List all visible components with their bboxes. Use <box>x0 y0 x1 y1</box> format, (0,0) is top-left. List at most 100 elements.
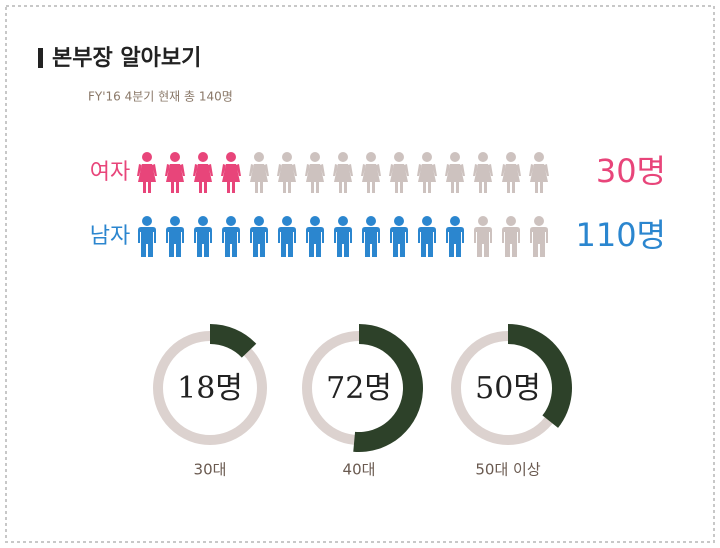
icon-head <box>478 216 488 226</box>
icon-body <box>529 164 549 182</box>
icon-head <box>226 216 236 226</box>
icon-head <box>366 216 376 226</box>
icon-head <box>450 216 460 226</box>
icon-filled <box>221 152 241 193</box>
icon-legs <box>451 182 459 193</box>
icon-legs <box>339 182 347 193</box>
donut-category: 30대 <box>194 461 227 479</box>
icon-filled <box>222 216 240 257</box>
icon-legs <box>171 182 179 193</box>
icon-legs <box>367 182 375 193</box>
icon-head <box>142 152 152 162</box>
icon-empty <box>445 152 465 193</box>
icon-body <box>194 227 212 257</box>
icon-body <box>445 164 465 182</box>
icon-body <box>418 227 436 257</box>
icon-empty <box>501 152 521 193</box>
icon-filled <box>334 216 352 257</box>
icon-body <box>502 227 520 257</box>
icon-body <box>138 227 156 257</box>
icon-head <box>142 216 152 226</box>
icon-body <box>221 164 241 182</box>
icon-legs <box>479 182 487 193</box>
icon-legs <box>311 182 319 193</box>
icon-body <box>417 164 437 182</box>
icon-filled <box>194 216 212 257</box>
icon-body <box>333 164 353 182</box>
donut-value: 72명 <box>326 371 392 406</box>
icon-body <box>222 227 240 257</box>
donut-arc <box>210 324 257 358</box>
value-label: 110명 <box>575 216 666 254</box>
icon-head <box>170 152 180 162</box>
icon-empty <box>417 152 437 193</box>
icon-empty <box>333 152 353 193</box>
icon-head <box>198 152 208 162</box>
icon-empty <box>389 152 409 193</box>
icon-filled <box>165 152 185 193</box>
icon-legs <box>143 182 151 193</box>
icon-body <box>474 227 492 257</box>
icon-head <box>366 152 376 162</box>
icon-head <box>170 216 180 226</box>
icon-body <box>473 164 493 182</box>
frame <box>5 5 715 543</box>
icon-head <box>282 216 292 226</box>
row-label: 남자 <box>90 224 130 249</box>
icon-filled <box>138 216 156 257</box>
icon-head <box>310 152 320 162</box>
icon-body <box>446 227 464 257</box>
icon-head <box>506 216 516 226</box>
icon-filled <box>306 216 324 257</box>
icon-head <box>310 216 320 226</box>
icon-empty <box>502 216 520 257</box>
icon-legs <box>255 182 263 193</box>
icon-head <box>338 216 348 226</box>
icon-body <box>193 164 213 182</box>
donut-arc <box>508 324 572 428</box>
icon-body <box>277 164 297 182</box>
icon-head <box>534 216 544 226</box>
icon-filled <box>390 216 408 257</box>
icon-empty <box>529 152 549 193</box>
icon-body <box>165 164 185 182</box>
title-marker <box>38 48 43 68</box>
icon-head <box>282 152 292 162</box>
icon-head <box>422 216 432 226</box>
icon-filled <box>418 216 436 257</box>
icon-head <box>534 152 544 162</box>
icon-body <box>501 164 521 182</box>
icon-filled <box>166 216 184 257</box>
icon-legs <box>395 182 403 193</box>
donut-category: 40대 <box>343 461 376 479</box>
icon-body <box>390 227 408 257</box>
icon-legs <box>199 182 207 193</box>
icon-empty <box>361 152 381 193</box>
icon-legs <box>227 182 235 193</box>
icon-head <box>254 216 264 226</box>
icon-empty <box>530 216 548 257</box>
icon-body <box>389 164 409 182</box>
icon-body <box>306 227 324 257</box>
icon-empty <box>277 152 297 193</box>
icon-filled <box>137 152 157 193</box>
icon-body <box>362 227 380 257</box>
icon-head <box>450 152 460 162</box>
icon-filled <box>250 216 268 257</box>
icon-empty <box>474 216 492 257</box>
icon-filled <box>278 216 296 257</box>
icon-legs <box>283 182 291 193</box>
icon-head <box>338 152 348 162</box>
icon-head <box>198 216 208 226</box>
icon-body <box>530 227 548 257</box>
row-label: 여자 <box>90 160 130 185</box>
icon-body <box>361 164 381 182</box>
icon-head <box>506 152 516 162</box>
icon-body <box>137 164 157 182</box>
icon-legs <box>535 182 543 193</box>
value-label: 30명 <box>596 152 666 190</box>
subtitle: FY'16 4분기 현재 총 140명 <box>88 90 233 104</box>
title: 본부장 알아보기 <box>52 46 201 71</box>
icon-empty <box>473 152 493 193</box>
icon-legs <box>423 182 431 193</box>
